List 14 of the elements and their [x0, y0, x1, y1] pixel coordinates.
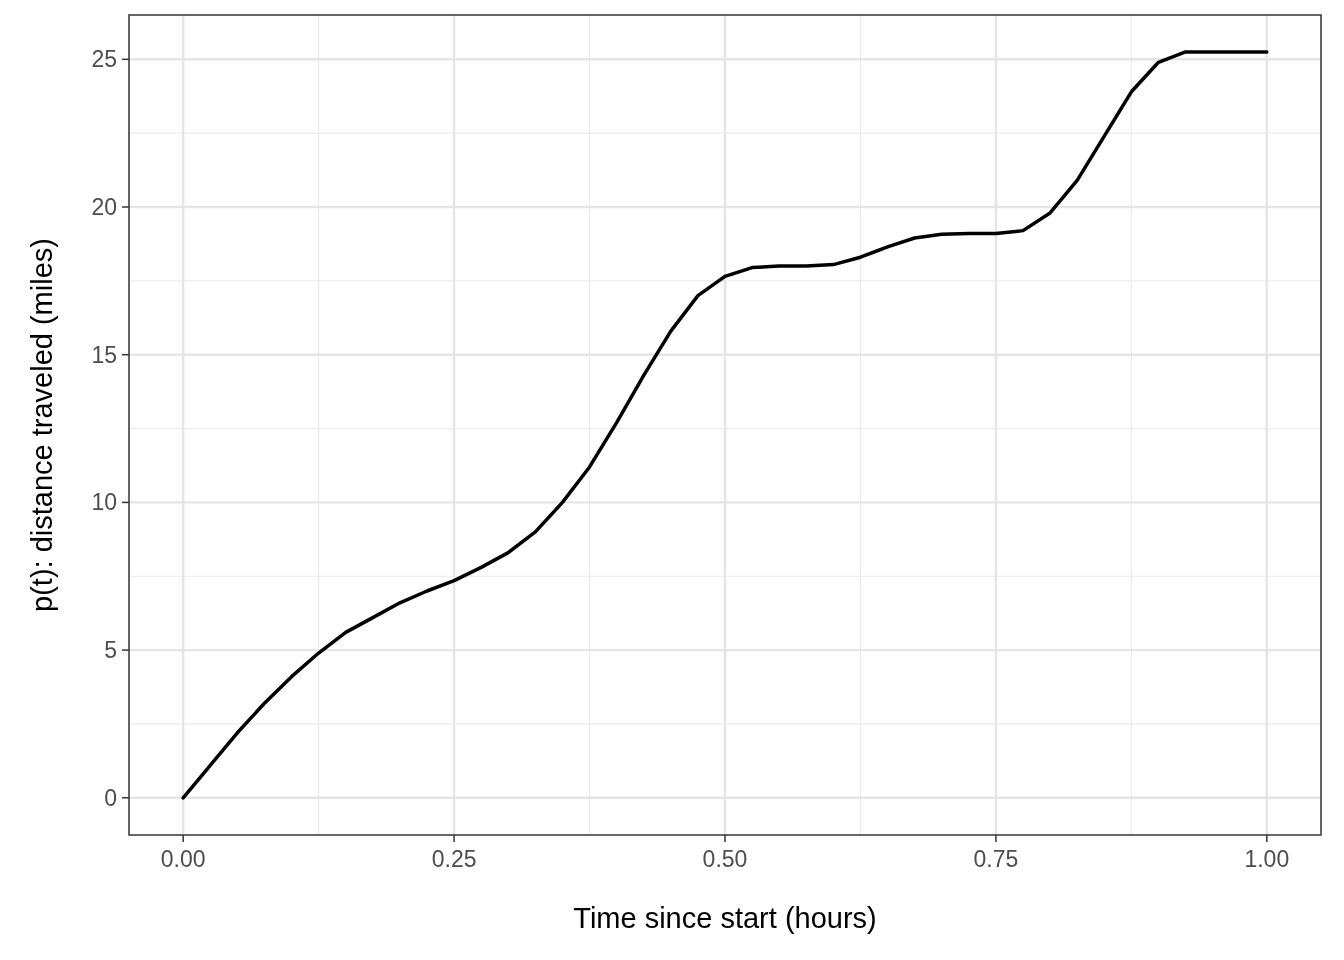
x-axis-title: Time since start (hours)	[573, 902, 877, 934]
x-tick-label: 1.00	[1244, 846, 1290, 872]
line-series	[181, 50, 1269, 800]
y-tick-label: 15	[91, 341, 117, 368]
y-tick-label: 5	[104, 637, 117, 664]
x-tick-label: 0.00	[160, 846, 206, 872]
x-tick-label: 0.75	[973, 846, 1019, 872]
y-tick-label: 0	[104, 784, 117, 811]
y-tick-label: 10	[91, 489, 117, 516]
y-axis-title: p(t): distance traveled (miles)	[26, 238, 58, 612]
x-tick-label: 0.25	[431, 846, 477, 872]
x-tick-label: 0.50	[702, 846, 748, 872]
y-tick-label: 25	[91, 46, 117, 73]
y-tick-label: 20	[91, 194, 117, 221]
